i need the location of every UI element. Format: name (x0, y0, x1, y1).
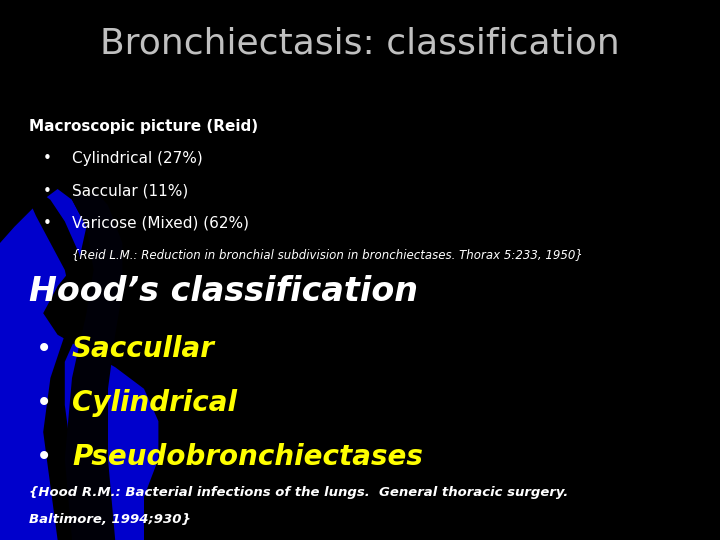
Polygon shape (65, 189, 108, 540)
Text: Cylindrical (27%): Cylindrical (27%) (72, 151, 203, 166)
Text: Saccullar: Saccullar (72, 335, 215, 363)
Text: {Reid L.M.: Reduction in bronchial subdivision in bronchiectases. Thorax 5:233, : {Reid L.M.: Reduction in bronchial subdi… (72, 248, 583, 261)
Text: {Hood R.M.: Bacterial infections of the lungs.  General thoracic surgery.: {Hood R.M.: Bacterial infections of the … (29, 486, 568, 499)
Polygon shape (29, 189, 86, 540)
Text: Hood’s classification: Hood’s classification (29, 275, 418, 308)
Text: Macroscopic picture (Reid): Macroscopic picture (Reid) (29, 119, 258, 134)
Text: •: • (36, 443, 53, 471)
Text: •: • (43, 184, 52, 199)
Polygon shape (79, 189, 122, 540)
Text: Bronchiectasis: classification: Bronchiectasis: classification (100, 27, 620, 61)
Text: Baltimore, 1994;930}: Baltimore, 1994;930} (29, 513, 191, 526)
Text: Saccular (11%): Saccular (11%) (72, 184, 188, 199)
Text: •: • (36, 335, 53, 363)
Text: Varicose (Mixed) (62%): Varicose (Mixed) (62%) (72, 216, 249, 231)
Text: •: • (43, 151, 52, 166)
Polygon shape (0, 189, 158, 540)
Text: Cylindrical: Cylindrical (72, 389, 237, 417)
Text: •: • (43, 216, 52, 231)
Text: Pseudobronchiectases: Pseudobronchiectases (72, 443, 423, 471)
Text: •: • (36, 389, 53, 417)
